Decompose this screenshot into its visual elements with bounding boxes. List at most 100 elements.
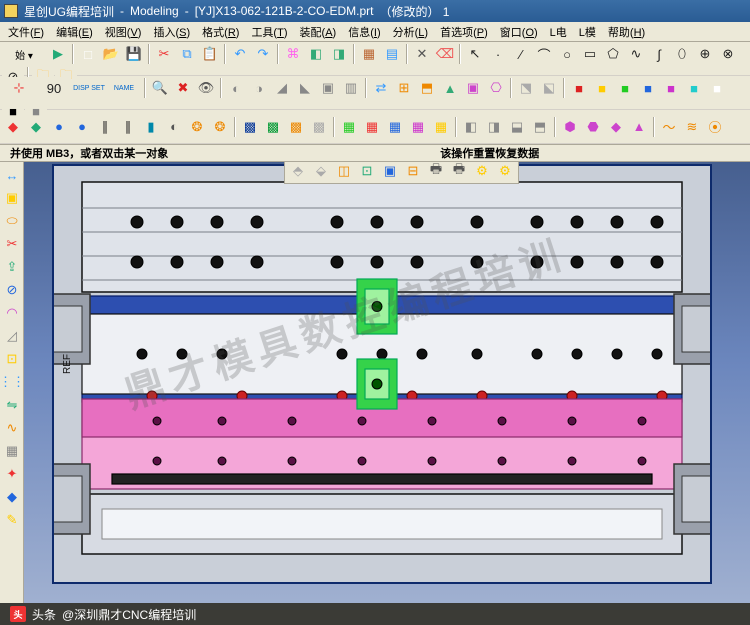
menu-视图[interactable]: 视图(V) [99,22,148,42]
tbtn-sel-arc[interactable]: ⌒ [533,43,555,65]
tbtn-op6[interactable]: ⎔ [485,77,507,99]
tbtn-r3[interactable]: ◫ [333,162,355,182]
tbtn-r6[interactable]: ⊟ [402,162,424,182]
tbtn-undo[interactable]: ↶ [229,43,251,65]
sidebtn-s-blend[interactable]: ◠ [1,302,23,324]
tbtn-t9[interactable]: ❂ [186,116,208,138]
tbtn-sel-ell[interactable]: ⬯ [671,43,693,65]
tbtn-cancel[interactable]: ✖ [172,77,194,99]
tbtn-x[interactable]: ✕ [411,43,433,65]
tbtn-copy[interactable]: ⧉ [176,43,198,65]
sidebtn-s-cube[interactable]: ▣ [1,187,23,209]
menu-首选项[interactable]: 首选项(P) [434,22,494,42]
tbtn-e2[interactable]: ⬣ [582,116,604,138]
menu-信息[interactable]: 信息(I) [342,22,386,42]
tbtn-r1[interactable]: ⬘ [287,162,309,182]
tbtn-m4[interactable]: ◣ [294,77,316,99]
sidebtn-s-hole[interactable]: ⊘ [1,279,23,301]
tbtn-f1[interactable]: 〜 [658,116,680,138]
tbtn-m3[interactable]: ◢ [271,77,293,99]
tbtn-r10[interactable]: ⚙ [494,162,516,182]
tbtn-c-grn[interactable]: ■ [614,77,636,99]
tbtn-f2[interactable]: ≋ [681,116,703,138]
menu-L模[interactable]: L模 [573,22,602,42]
sidebtn-s-patt[interactable]: ⋮⋮ [1,371,23,393]
tbtn-t10[interactable]: ❂ [209,116,231,138]
tbtn-c-cyn[interactable]: ■ [683,77,705,99]
tbtn-c-yel[interactable]: ■ [591,77,613,99]
tbtn-t3[interactable]: ● [48,116,70,138]
tbtn-cmd1[interactable]: ⌘ [282,43,304,65]
tbtn-t8[interactable]: ◐ [163,116,185,138]
tbtn-sel-arrow[interactable]: ↖ [464,43,486,65]
tbtn-m2[interactable]: ◑ [248,77,270,99]
tbtn-r5[interactable]: ▣ [379,162,401,182]
tbtn-zoom[interactable]: 🔍 [149,77,171,99]
sidebtn-s-surf[interactable]: ∿ [1,417,23,439]
tbtn-snap[interactable]: ⊹ [2,77,36,99]
tbtn-redo[interactable]: ↷ [252,43,274,65]
tbtn-del[interactable]: ⌫ [434,43,456,65]
sidebtn-s-mesh[interactable]: ▦ [1,440,23,462]
tbtn-eye[interactable]: 👁 [195,77,217,99]
tbtn-op7[interactable]: ⬔ [515,77,537,99]
tbtn-ly3[interactable]: ▦ [384,116,406,138]
tbtn-t1[interactable]: ◆ [2,116,24,138]
tbtn-m1[interactable]: ◐ [225,77,247,99]
tbtn-r4[interactable]: ⊡ [356,162,378,182]
tbtn-angle[interactable]: 90 [37,77,71,99]
tbtn-sel-rect[interactable]: ▭ [579,43,601,65]
tbtn-p1[interactable]: ◧ [460,116,482,138]
sidebtn-s-datum[interactable]: ◆ [1,486,23,508]
sidebtn-s-csys[interactable]: ✦ [1,463,23,485]
tbtn-r7[interactable]: 🖶 [425,162,447,182]
tbtn-ly4[interactable]: ▦ [407,116,429,138]
tbtn-disp-set[interactable]: DISP SET [72,77,106,99]
tbtn-c-mag[interactable]: ■ [660,77,682,99]
tbtn-op3[interactable]: ⬒ [416,77,438,99]
tbtn-sh1[interactable]: ▩ [239,116,261,138]
sidebtn-s-cyl[interactable]: ⬭ [1,210,23,232]
tbtn-t2[interactable]: ◆ [25,116,47,138]
menu-工具[interactable]: 工具(T) [245,22,293,42]
sidebtn-s-sk[interactable]: ✎ [1,509,23,531]
tbtn-sel-circ[interactable]: ○ [556,43,578,65]
tbtn-p3[interactable]: ⬓ [506,116,528,138]
tbtn-t7[interactable]: ▮ [140,116,162,138]
tbtn-t6[interactable]: ∥ [117,116,139,138]
tbtn-ly2[interactable]: ▦ [361,116,383,138]
menu-帮助[interactable]: 帮助(H) [602,22,651,42]
sidebtn-s-cham[interactable]: ◿ [1,325,23,347]
sidebtn-s-move[interactable]: ↔ [1,164,23,186]
tbtn-box[interactable]: ▦ [358,43,380,65]
tbtn-e1[interactable]: ⬢ [559,116,581,138]
tbtn-r8[interactable]: 🖶 [448,162,470,182]
tbtn-save[interactable]: 💾 [123,43,145,65]
tbtn-op2[interactable]: ⊞ [393,77,415,99]
tbtn-sh4[interactable]: ▩ [308,116,330,138]
tbtn-op8[interactable]: ⬕ [538,77,560,99]
menu-分析[interactable]: 分析(L) [387,22,434,42]
tbtn-sh3[interactable]: ▩ [285,116,307,138]
viewport-3d[interactable]: ⬘⬙◫⊡▣⊟🖶🖶⚙⚙ 鼎才模具数控编程培训 REF [24,162,750,603]
tbtn-t5[interactable]: ∥ [94,116,116,138]
tbtn-op4[interactable]: ▲ [439,77,461,99]
tbtn-r9[interactable]: ⚙ [471,162,493,182]
tbtn-open[interactable]: 📂 [100,43,122,65]
tbtn-cmd3[interactable]: ◨ [328,43,350,65]
tbtn-r2[interactable]: ⬙ [310,162,332,182]
tbtn-c-wht[interactable]: ■ [706,77,728,99]
tbtn-e3[interactable]: ◆ [605,116,627,138]
tbtn-cut[interactable]: ✂ [153,43,175,65]
tbtn-cmd2[interactable]: ◧ [305,43,327,65]
tbtn-m5[interactable]: ▣ [317,77,339,99]
tbtn-ly1[interactable]: ▦ [338,116,360,138]
menu-窗口[interactable]: 窗口(O) [494,22,544,42]
tbtn-m6[interactable]: ▥ [340,77,362,99]
tbtn-sel-spl2[interactable]: ∫ [648,43,670,65]
sidebtn-s-trim[interactable]: ✂ [1,233,23,255]
tbtn-sel-d1[interactable]: ⊕ [694,43,716,65]
tbtn-sel-point[interactable]: · [487,43,509,65]
tbtn-name[interactable]: NAME [107,77,141,99]
menu-插入[interactable]: 插入(S) [147,22,196,42]
